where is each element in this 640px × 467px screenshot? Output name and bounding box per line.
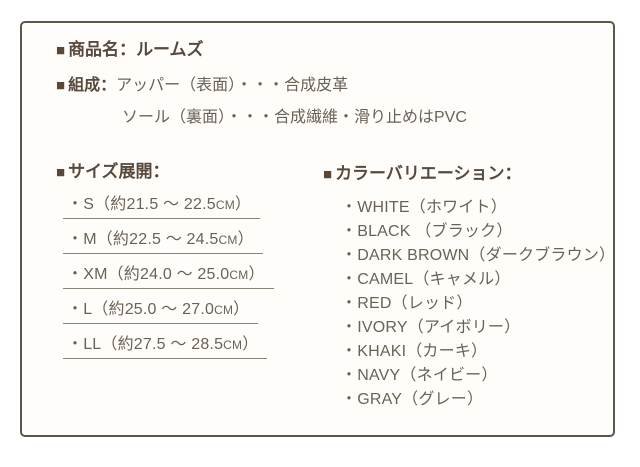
color-item-white: ・WHITE（ホワイト） xyxy=(341,199,507,216)
colors-heading-label: カラーバリエーション： xyxy=(335,164,522,183)
color-item-red: ・RED（レッド） xyxy=(341,295,473,312)
size-unit: CM xyxy=(223,338,243,352)
product-info-card: ■ 商品名：ルームズ ■ 組成：アッパー（表面）・・・合成皮革 ソール（裏面）・・・… xyxy=(20,21,615,437)
composition-line-sole: ソール（裏面）・・・合成繊維・滑り止めはPVC xyxy=(122,109,467,127)
color-item-gray: ・GRAY（グレー） xyxy=(341,391,484,408)
square-bullet-icon: ■ xyxy=(56,164,66,181)
size-close: ） xyxy=(237,231,254,248)
size-close: ） xyxy=(234,196,252,213)
square-bullet-icon: ■ xyxy=(56,77,66,94)
product-name-label: 商品名： xyxy=(68,40,137,59)
size-text: ・S（約21.5 ～ 22.5 xyxy=(67,196,216,213)
color-item-black: ・BLACK （ブラック） xyxy=(341,223,513,240)
sizes-heading: ■ サイズ展開： xyxy=(56,163,170,182)
size-text: ・M（約22.5 ～ 24.5 xyxy=(67,231,219,248)
color-item-khaki: ・KHAKI（カーキ） xyxy=(341,343,488,360)
size-unit: CM xyxy=(218,233,238,247)
colors-heading: ■ カラーバリエーション： xyxy=(323,165,522,184)
size-close: ） xyxy=(248,266,265,283)
size-unit: CM xyxy=(215,198,235,212)
size-text: ・LL（約27.5 ～ 28.5 xyxy=(67,336,224,353)
color-item-dark-brown: ・DARK BROWN（ダークブラウン） xyxy=(341,247,616,264)
size-text: ・XM（約24.0 ～ 25.0 xyxy=(67,266,230,283)
square-bullet-icon: ■ xyxy=(56,42,66,59)
product-name-value: ルームズ xyxy=(136,40,204,59)
size-unit: CM xyxy=(229,268,249,282)
color-item-ivory: ・IVORY（アイボリー） xyxy=(341,319,521,336)
size-item-l: ・L（約25.0 ～ 27.0CM） xyxy=(63,301,259,324)
product-name-line: ■ 商品名：ルームズ xyxy=(56,41,204,60)
size-unit: CM xyxy=(214,303,234,317)
square-bullet-icon: ■ xyxy=(323,166,333,183)
color-item-camel: ・CAMEL（キャメル） xyxy=(341,271,511,288)
size-close: ） xyxy=(233,301,250,318)
size-text: ・L（約25.0 ～ 27.0 xyxy=(67,301,215,318)
composition-label: 組成： xyxy=(68,77,117,94)
size-item-m: ・M（約22.5 ～ 24.5CM） xyxy=(63,232,263,254)
size-close: ） xyxy=(242,336,259,353)
composition-sole-value: ソール（裏面）・・・合成繊維・滑り止めはPVC xyxy=(122,109,467,126)
size-item-ll: ・LL（約27.5 ～ 28.5CM） xyxy=(63,336,268,359)
color-item-navy: ・NAVY（ネイビー） xyxy=(341,367,498,384)
composition-upper-value: アッパー（表面）・・・合成皮革 xyxy=(116,77,349,94)
composition-line-upper: ■ 組成：アッパー（表面）・・・合成皮革 xyxy=(56,77,348,95)
size-item-s: ・S（約21.5 ～ 22.5CM） xyxy=(63,196,261,219)
size-item-xm: ・XM（約24.0 ～ 25.0CM） xyxy=(63,267,274,289)
sizes-heading-label: サイズ展開： xyxy=(68,162,170,181)
color-list: ・WHITE（ホワイト） ・BLACK （ブラック） ・DARK BROWN（ダ… xyxy=(341,196,615,412)
